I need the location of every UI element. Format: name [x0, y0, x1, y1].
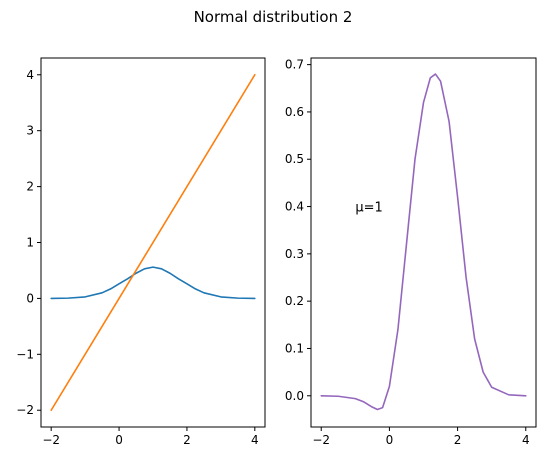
chart-1-xtick-label: 2 — [454, 433, 462, 447]
chart-0-xtick-label: −2 — [42, 433, 60, 447]
left-axes: −2 0 2 4 −2 −1 0 1 2 3 4 — [16, 57, 266, 447]
chart-0-ytick-label: 3 — [26, 124, 34, 138]
chart-0-ytick-label: 4 — [26, 68, 34, 82]
chart-1-ytick-label: 0.4 — [285, 200, 304, 214]
chart-1-series-0-line — [320, 73, 527, 411]
chart-0-ytick-label: 1 — [26, 236, 34, 250]
chart-1-ytick-label: 0.6 — [285, 105, 304, 119]
chart-1-ytick-label: 0.0 — [285, 389, 304, 403]
chart-1-annotation: μ=1 — [355, 201, 382, 216]
chart-1-xtick-label: −2 — [312, 433, 330, 447]
chart-0-xtick-label: 0 — [115, 433, 123, 447]
chart-1-ytick-label: 0.7 — [285, 58, 304, 72]
chart-0-xtick-label: 2 — [183, 433, 191, 447]
chart-0-series-0-line — [50, 266, 256, 300]
chart-0-series-1-line — [50, 73, 256, 412]
figure-suptitle: Normal distribution 2 — [194, 8, 353, 26]
chart-0-ytick-label: 0 — [26, 291, 34, 305]
chart-1-frame — [310, 57, 537, 428]
chart-1-ytick-label: 0.2 — [285, 294, 304, 308]
chart-1-ytick-label: 0.5 — [285, 152, 304, 166]
chart-1-ytick-label: 0.3 — [285, 247, 304, 261]
chart-1-xtick-label: 4 — [522, 433, 530, 447]
chart-0-xtick-label: 4 — [251, 433, 259, 447]
chart-0-ytick-label: 2 — [26, 180, 34, 194]
chart-0-ytick-label: −1 — [16, 347, 34, 361]
right-axes: −2 0 2 4 0.0 0.1 0.2 0.3 0.4 0.5 0.6 0.7 μ=1 — [285, 57, 537, 447]
chart-0-ytick-label: −2 — [16, 403, 34, 417]
chart-1-ytick-label: 0.1 — [285, 341, 304, 355]
chart-1-xtick-label: 0 — [386, 433, 394, 447]
